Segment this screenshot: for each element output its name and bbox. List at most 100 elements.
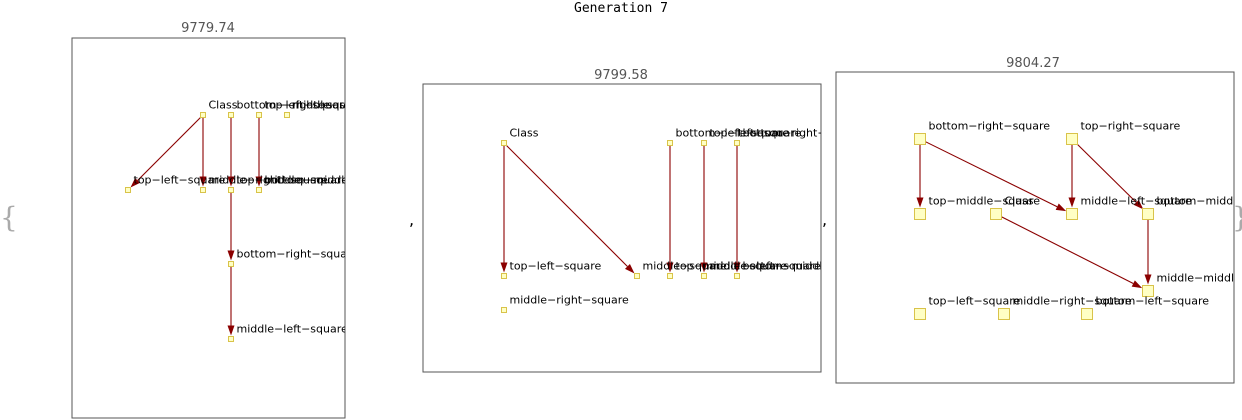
node-Class — [501, 140, 507, 146]
node-middle-right-square — [501, 307, 507, 313]
node-middle-left-square — [228, 336, 234, 342]
arrowhead — [624, 263, 635, 274]
edge-Class-to-middle-middle-square — [1000, 215, 1134, 285]
arrowhead — [227, 250, 235, 261]
arrowhead — [1068, 197, 1076, 208]
arrowhead — [500, 262, 508, 273]
node-label: top−middle−square — [237, 174, 349, 187]
arrowhead — [666, 262, 674, 273]
node-label: top−middle−square — [676, 260, 788, 273]
panel-frame — [835, 71, 1235, 384]
arrowhead — [1055, 203, 1067, 212]
node-label: middle−middle−square — [1157, 272, 1242, 285]
node-top-middle-square — [228, 187, 234, 193]
node-middle-right-square — [998, 308, 1010, 320]
node-middle-left-square — [1066, 208, 1078, 220]
graph-area: bottom−right−square top−right−square top−m… — [914, 120, 1242, 320]
node-label: middle−left−square — [710, 260, 822, 273]
node-label: middle−right−square — [1013, 295, 1133, 308]
panel-score: 9804.27 — [1006, 56, 1060, 71]
node-bottom-left-square — [667, 140, 673, 146]
node-label: middle−right−square — [209, 174, 329, 187]
node-label: top−right−square — [1081, 120, 1181, 133]
node-label: Class — [209, 99, 238, 112]
arrowhead — [255, 176, 263, 187]
node-middle-left-square — [701, 273, 707, 279]
node-label: bottom−middle−square — [265, 174, 398, 187]
node-bottom-left-square — [228, 112, 234, 118]
node-top-middle-square — [914, 208, 926, 220]
node-label: bottom−middle−square — [1157, 195, 1242, 208]
graph-area: Class bottom−left−squaretop−left−squarebo… — [500, 127, 876, 313]
arrowhead — [1144, 274, 1152, 285]
node-label: bottom−middle−square — [743, 260, 876, 273]
node-label: bottom−left−square — [237, 99, 351, 112]
node-label: top−left−square — [510, 260, 602, 273]
arrowhead — [1131, 280, 1143, 289]
node-bottom-right-square — [914, 133, 926, 145]
node-bottom-middle-square — [256, 187, 262, 193]
arrowhead — [199, 176, 207, 187]
separator-comma-2: , — [822, 210, 827, 229]
node-bottom-middle-square — [1142, 208, 1154, 220]
graph-panel-2: 9799.58 Class bottom−left−squaretop−left−… — [422, 68, 876, 373]
node-label: Class — [1005, 195, 1034, 208]
edge-Class-to-middle-square — [505, 144, 628, 267]
generation-title: Generation 7 — [574, 1, 668, 16]
open-brace: { — [0, 201, 18, 234]
node-middle-square — [284, 112, 290, 118]
node-label: middle−square — [643, 260, 727, 273]
node-label: Class — [510, 127, 539, 140]
node-label: middle−right−square — [510, 294, 630, 307]
node-Class — [990, 208, 1002, 220]
node-top-right-square — [256, 112, 262, 118]
panel-score: 9799.58 — [594, 68, 648, 83]
node-label: top−left−square — [929, 295, 1021, 308]
node-label: bottom−left−square — [676, 127, 790, 140]
node-label: top−left−square — [134, 174, 226, 187]
node-top-left-square-b — [701, 140, 707, 146]
node-label: middle−square — [293, 99, 377, 112]
graph-panel-1: 9779.74 Class bottom−left−squaretop−right… — [71, 21, 398, 419]
node-label: top−middle−square — [929, 195, 1041, 208]
node-label: bottom−right−square — [237, 248, 359, 261]
node-middle-square — [634, 273, 640, 279]
node-label: top−left−square — [710, 127, 802, 140]
edge-top-right-square-to-bottom-middle-square — [1075, 142, 1137, 203]
node-top-left-square — [125, 187, 131, 193]
node-label: bottom−right−square — [743, 127, 865, 140]
node-top-middle-square — [667, 273, 673, 279]
node-bottom-right-square — [228, 261, 234, 267]
node-top-right-square — [1066, 133, 1078, 145]
node-bottom-left-square — [1081, 308, 1093, 320]
panel-frame — [422, 83, 822, 373]
edge-Class-to-top-left-square — [137, 116, 202, 181]
node-middle-right-square — [200, 187, 206, 193]
arrowhead — [916, 197, 924, 208]
arrowhead — [227, 325, 235, 336]
node-middle-middle-square — [1142, 285, 1154, 297]
node-Class — [200, 112, 206, 118]
node-label: middle−left−square — [237, 323, 349, 336]
node-bottom-middle-square — [734, 273, 740, 279]
node-top-left-square — [914, 308, 926, 320]
node-label: middle−left−square — [1081, 195, 1193, 208]
node-bottom-right-square — [734, 140, 740, 146]
separator-comma-1: , — [409, 210, 414, 229]
arrowhead — [227, 176, 235, 187]
graph-panel-3: 9804.27 bottom−right−square top−right−squ… — [835, 56, 1242, 384]
node-label: bottom−left−square — [1096, 295, 1210, 308]
node-label: top−right−square — [265, 99, 365, 112]
panel-score: 9779.74 — [181, 21, 235, 36]
arrowhead — [1133, 199, 1144, 210]
node-top-left-square — [501, 273, 507, 279]
arrowhead — [733, 262, 741, 273]
graph-area: Class bottom−left−squaretop−right−squarem… — [125, 99, 398, 342]
arrowhead — [130, 177, 141, 188]
arrowhead — [700, 262, 708, 273]
node-label: bottom−right−square — [929, 120, 1051, 133]
close-brace: } — [1232, 201, 1242, 234]
edge-bottom-right-square-to-middle-left-square — [924, 140, 1058, 208]
panel-frame — [71, 37, 346, 419]
